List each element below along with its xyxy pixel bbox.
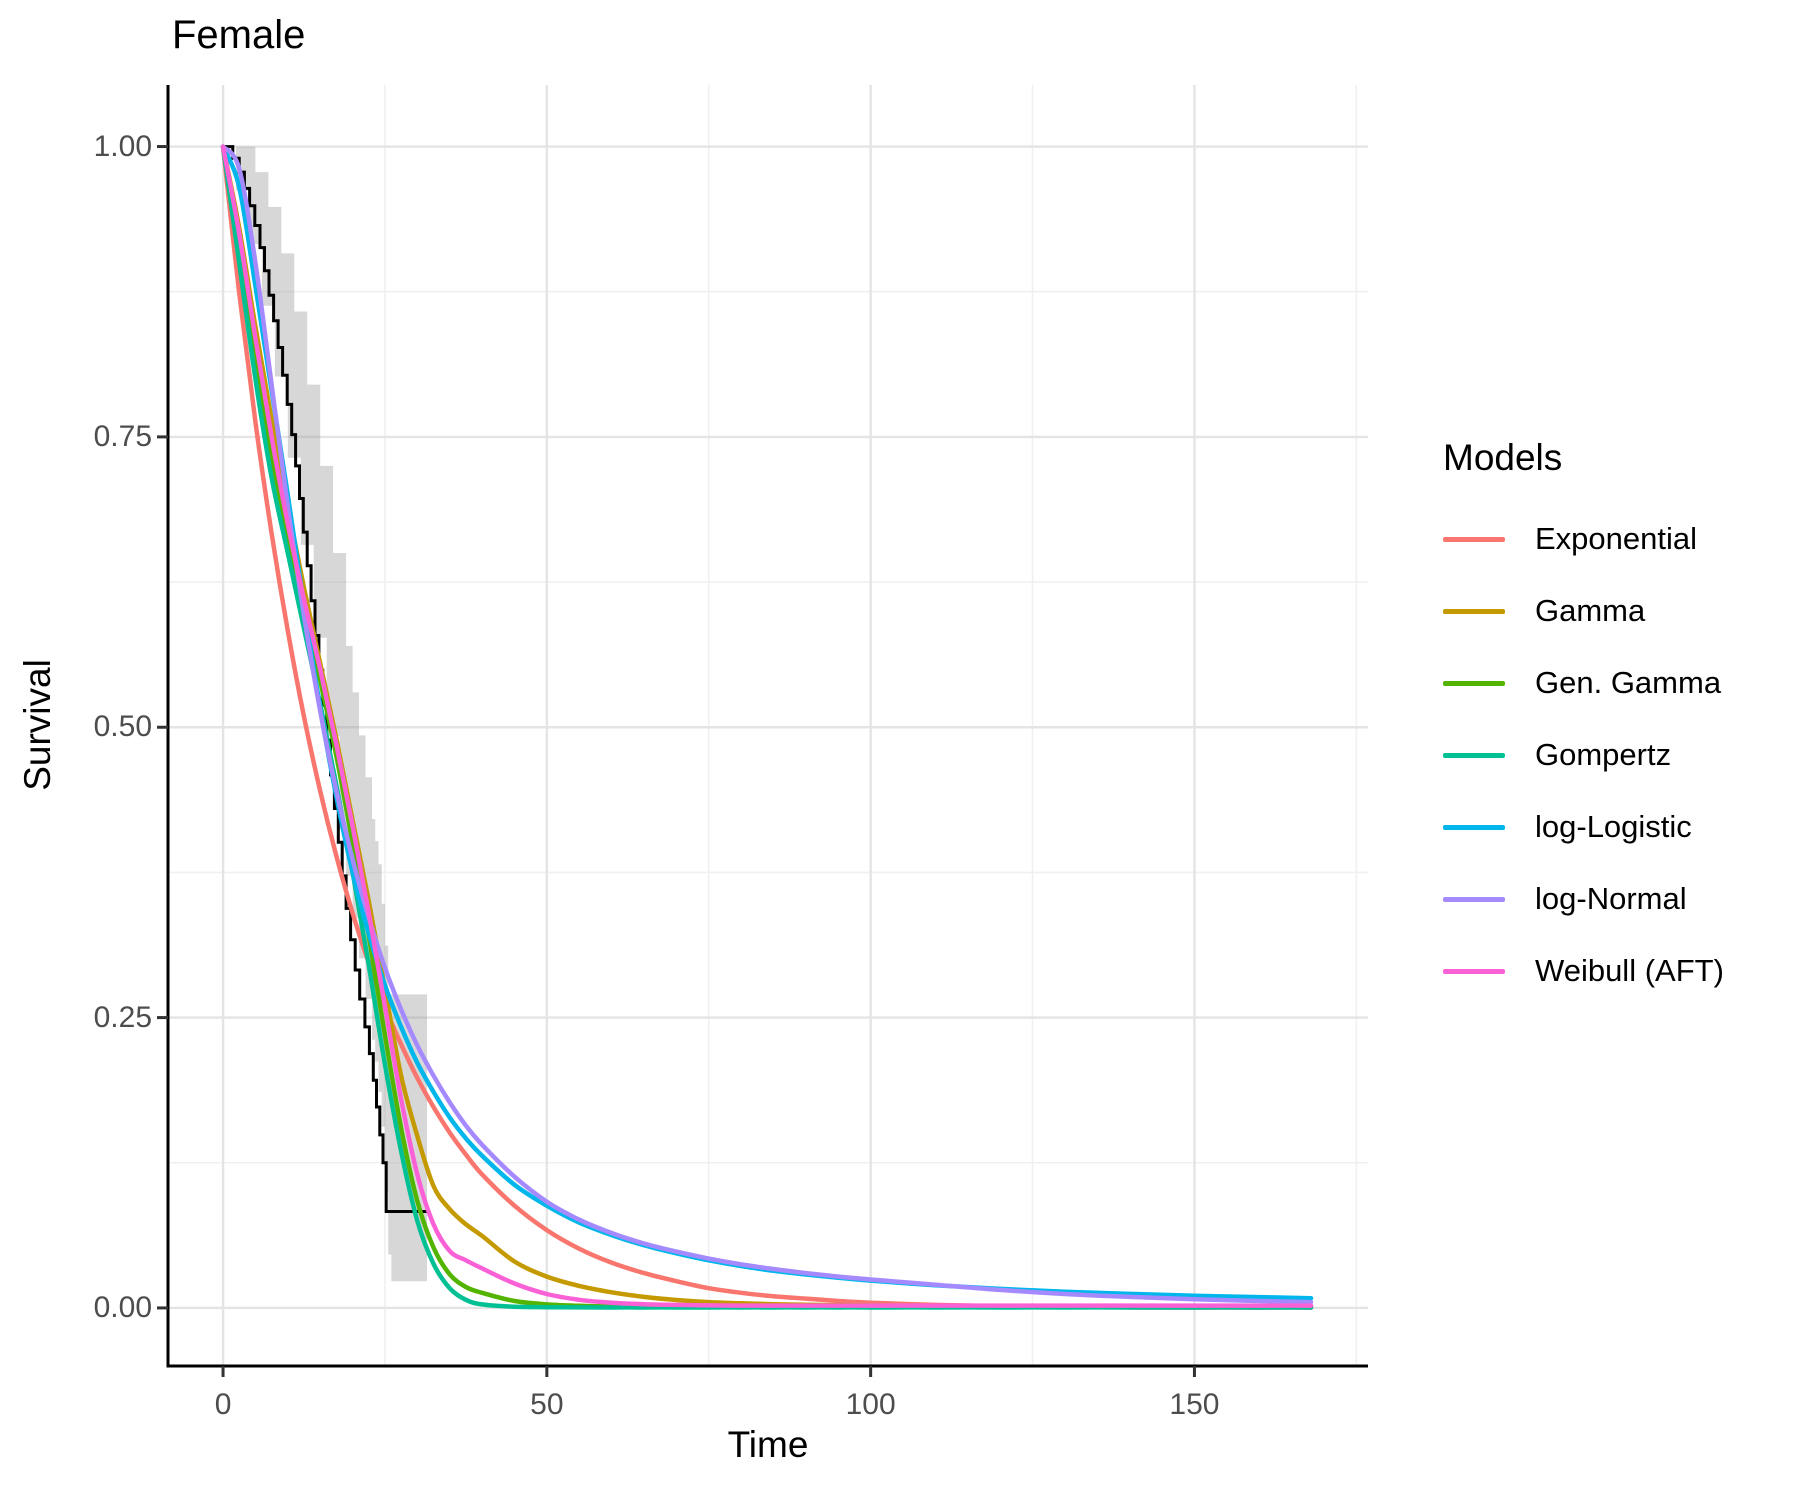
legend-item-log-logistic: log-Logistic [1443,791,1724,863]
legend-key-line-log-logistic [1443,824,1505,830]
x-tick-label-50: 50 [530,1388,564,1421]
x-axis-title: Time [727,1424,809,1465]
y-tick-label-0.75: 0.75 [93,419,152,453]
legend-item-gen-gamma: Gen. Gamma [1443,647,1724,719]
legend-item-label: Gen. Gamma [1535,665,1722,700]
plot-title: Female [172,13,306,57]
legend-item-label: Gamma [1535,593,1646,628]
legend-item-label: log-Normal [1535,881,1687,916]
legend-item-log-normal: log-Normal [1443,863,1724,935]
legend-items: Exponential Gamma Gen. Gamma Gompertz log-Lo… [1443,503,1724,1007]
legend-item-gompertz: Gompertz [1443,719,1724,791]
legend-item-label: Gompertz [1535,737,1672,772]
legend-item-label: log-Logistic [1535,809,1692,844]
legend-key-line-gen-gamma [1443,680,1505,686]
legend-item-label: Exponential [1535,521,1698,556]
y-tick-label-1.00: 1.00 [93,129,152,163]
km-step-curve [223,145,427,1213]
legend-key-line-gamma [1443,608,1505,614]
x-tick-label-150: 150 [1169,1388,1220,1421]
legend-key-line-gompertz [1443,752,1505,758]
x-tick-label-0: 0 [214,1388,232,1421]
legend: Models Exponential Gamma Gen. Gamma Gompert… [1443,437,1724,1007]
y-tick-label-0.00: 0.00 [93,1290,152,1324]
legend-item-label: Weibull (AFT) [1535,953,1724,988]
model-curve-log-normal [220,144,1314,1305]
y-tick-label-0.25: 0.25 [93,1000,152,1034]
legend-key-line-weibull-aft [1443,968,1505,974]
legend-item-gamma: Gamma [1443,575,1724,647]
y-tick-label-0.50: 0.50 [93,710,152,744]
legend-item-weibull-aft: Weibull (AFT) [1443,935,1724,1007]
legend-item-exponential: Exponential [1443,503,1724,575]
legend-title: Models [1443,437,1563,478]
x-tick-label-100: 100 [845,1388,896,1421]
model-curve-weibull-aft [220,144,1314,1308]
legend-key-line-exponential [1443,536,1505,542]
legend-key-line-log-normal [1443,896,1505,902]
